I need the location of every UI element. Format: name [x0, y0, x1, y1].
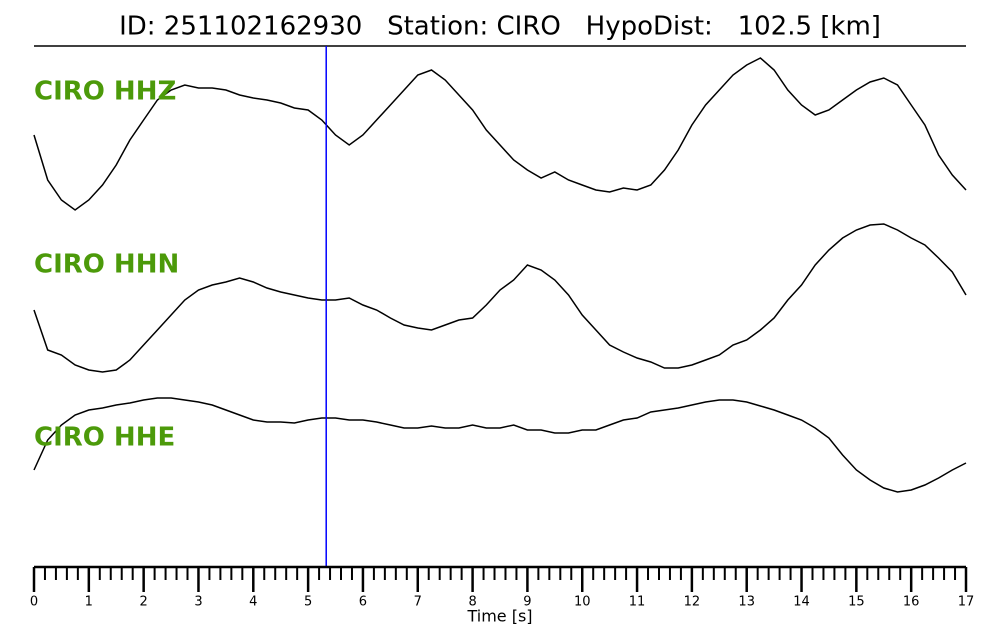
x-tick-label: 7 — [414, 595, 422, 610]
trace — [33, 397, 967, 493]
trace — [33, 57, 967, 211]
x-tick-label: 6 — [359, 595, 367, 610]
trace-label: CIRO HHZ — [34, 77, 176, 107]
x-tick-label: 5 — [304, 595, 312, 610]
x-tick-label: 11 — [629, 595, 646, 610]
x-tick-label: 3 — [194, 595, 202, 610]
x-tick-label: 17 — [958, 595, 975, 610]
x-tick-label: 0 — [30, 595, 38, 610]
x-tick-label: 9 — [523, 595, 531, 610]
x-tick-label: 2 — [140, 595, 148, 610]
trace — [33, 223, 967, 373]
x-tick-label: 15 — [848, 595, 865, 610]
chart-title: ID: 251102162930 Station: CIRO HypoDist:… — [119, 12, 881, 42]
x-tick-label: 10 — [574, 595, 591, 610]
x-axis-label: Time [s] — [466, 607, 532, 626]
x-tick-label: 14 — [793, 595, 810, 610]
x-tick-label: 1 — [85, 595, 93, 610]
x-tick-label: 13 — [738, 595, 755, 610]
trace-label: CIRO HHE — [34, 423, 175, 453]
x-tick-label: 16 — [903, 595, 920, 610]
x-tick-label: 8 — [468, 595, 476, 610]
trace-label: CIRO HHN — [34, 250, 179, 280]
x-tick-label: 12 — [684, 595, 701, 610]
x-tick-label: 4 — [249, 595, 257, 610]
